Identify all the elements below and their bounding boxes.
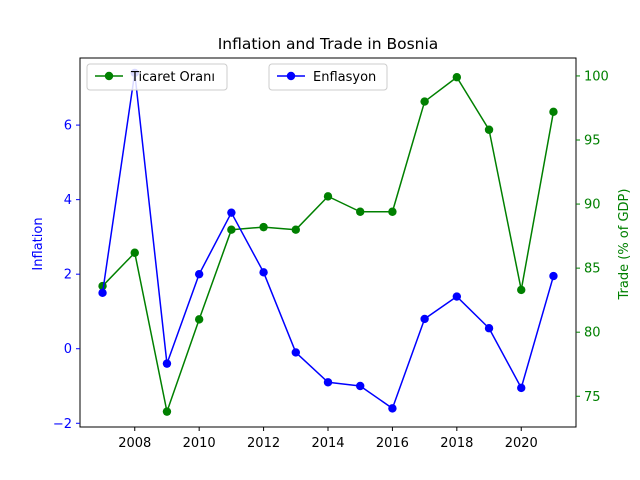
data-point-trade [549,107,558,117]
chart-title: Inflation and Trade in Bosnia [218,35,439,53]
data-point-inflation [162,359,172,368]
left-axis-label: Inflation [31,217,46,270]
x-tick-label: 2018 [440,436,473,451]
data-point-inflation [517,383,526,393]
data-point-trade [452,73,462,82]
data-point-inflation [549,271,558,281]
data-point-trade [291,225,300,234]
legend-trade: Ticaret Oranı [86,63,228,91]
legend-trade-marker [104,71,114,81]
data-point-trade [259,222,268,232]
left-tick-label: 4 [64,193,72,208]
left-tick-label: 0 [64,342,72,357]
right-tick-label: 90 [584,198,601,213]
data-point-inflation [98,288,107,298]
axes-layer: 2008 2010 2012 2014 2016 2018 2020 −2 0 2 4 6 75 80 85… [53,69,609,451]
legend-inflation-label: Enflasyon [313,70,376,85]
data-point-inflation [484,324,494,333]
data-point-inflation [194,269,204,279]
data-point-trade [130,248,139,257]
x-tick-label: 2016 [376,436,409,451]
legend-trade-box [86,63,228,91]
right-axis-label: Trade (% of GDP) [617,189,632,301]
legend-inflation-marker [286,71,296,81]
right-tick-label: 85 [584,262,601,277]
data-point-trade [517,285,526,295]
data-point-inflation [291,348,300,357]
data-point-inflation [388,404,397,413]
right-tick-label: 80 [584,326,601,341]
legend-inflation: Enflasyon [268,63,388,91]
x-tick-label: 2010 [183,436,216,451]
right-tick-label: 75 [584,390,601,405]
data-point-trade [356,207,365,216]
left-tick-label: 2 [64,268,72,283]
series-layer [98,68,558,416]
right-tick-label: 100 [584,69,609,84]
data-point-trade [388,207,397,216]
data-point-trade [484,125,494,134]
x-tick-label: 2020 [505,436,538,451]
data-point-inflation [356,381,365,391]
data-point-trade [98,281,107,291]
right-tick-label: 95 [584,134,601,149]
left-tick-label: 6 [64,119,72,134]
data-point-inflation [323,378,333,387]
left-tick-label: −2 [53,417,72,432]
legend-trade-label: Ticaret Oranı [130,70,215,85]
data-point-inflation [420,314,429,324]
x-tick-label: 2014 [311,436,344,451]
data-point-inflation [227,208,236,217]
x-tick-label: 2012 [247,436,280,451]
data-point-trade [323,192,333,201]
legend-inflation-box [268,63,388,91]
data-point-trade [227,225,236,234]
data-point-inflation [452,292,462,301]
data-point-trade [162,407,172,416]
data-point-trade [420,97,429,106]
data-point-inflation [259,268,268,277]
data-point-trade [194,315,204,324]
x-tick-label: 2008 [118,436,151,451]
